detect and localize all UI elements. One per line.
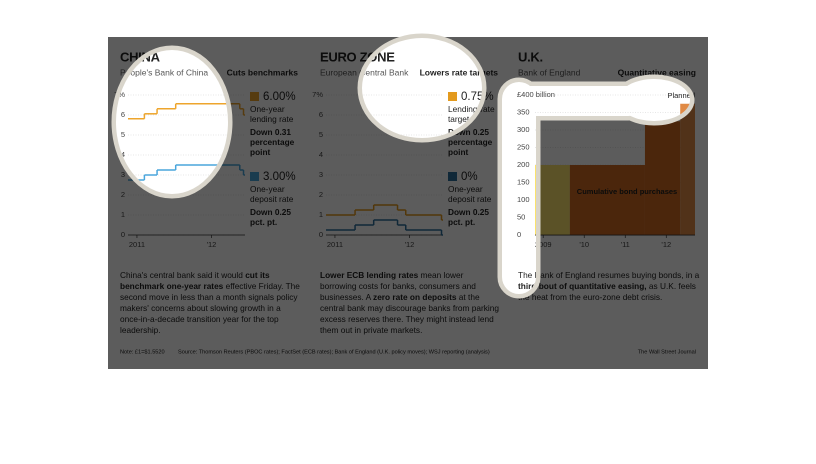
y-tick-label: 4 [319,150,323,159]
bond-purchase-bar [644,121,681,235]
footer-source: Source: Thomson Reuters (PBOC rates); Fa… [178,349,490,355]
y-tick-label: 0 [517,230,521,239]
legend-name: One-year deposit rate [250,184,294,204]
x-tick-label: 2011 [129,240,145,249]
legend-change: Down 0.25 percentage point [448,127,493,157]
x-tick-label: '11 [621,240,630,249]
legend-swatch [250,92,259,101]
body-text: Lower ECB lending rates mean lower borro… [320,270,502,336]
footer-credit: The Wall Street Journal [638,349,696,355]
panel-headline: Cuts benchmarks [227,67,299,77]
y-tick-label: 5 [121,130,125,139]
legend-change: Down 0.31 percentage point [250,127,295,157]
footer-note: Note: £1=$1.5520 [120,349,165,355]
legend-change: Down 0.25 pct. pt. [250,207,292,227]
y-tick-label: 1 [319,210,323,219]
x-tick-label: 2011 [327,240,343,249]
x-tick-label: '12 [207,240,217,249]
body-text: The Bank of England resumes buying bonds… [518,270,700,303]
y-tick-label: 150 [517,177,530,186]
y-tick-label: 5 [319,130,323,139]
y-tick-label: 100 [517,195,530,204]
y-tick-label: 6 [319,110,323,119]
x-tick-label: '12 [661,240,671,249]
panel-headline: Quantitative easing [618,67,696,77]
legend-swatch [250,172,259,181]
y-tick-label: £400 billion [517,90,555,99]
x-tick-label: '10 [579,240,589,249]
body-text-bold: zero rate on deposits [373,292,457,302]
bond-purchase-bar [680,103,695,235]
y-tick-label: 3 [319,170,323,179]
legend-current: 0% [461,171,478,183]
panel-subtitle: People's Bank of China [120,67,208,77]
panel-headline: Lowers rate targets [420,67,499,77]
y-tick-label: 250 [517,142,530,151]
panel-title: CHINA [120,49,161,64]
body-text-bold: Lower ECB lending rates [320,270,419,280]
panel-title: U.K. [518,49,543,64]
y-tick-label: 300 [517,125,530,134]
x-tick-label: '12 [405,240,415,249]
y-tick-label: 2 [121,190,125,199]
legend-current: 3.00% [263,171,296,183]
y-tick-label: 7% [312,90,323,99]
y-tick-label: 0 [121,230,125,239]
body-text-bold: third bout of quantitative easing, [518,281,647,291]
y-tick-label: 6 [121,110,125,119]
panel-subtitle: Bank of England [518,67,581,77]
legend-name: One-year lending rate [250,104,294,124]
annotation-area: Cumulative bond purchases [577,187,677,196]
panel-subtitle: European Central Bank [320,67,409,77]
y-tick-label: 200 [517,160,530,169]
y-tick-label: 3 [121,170,125,179]
legend-current: 0.75% [461,91,494,103]
y-tick-label: 0 [319,230,323,239]
legend-change: Down 0.25 pct. pt. [448,207,490,227]
body-text: China's central bank said it would cut i… [120,270,302,336]
y-tick-label: 2 [319,190,323,199]
y-tick-label: 4 [121,150,125,159]
body-text-run: China's central bank said it would [120,270,246,280]
y-tick-label: 50 [517,212,525,221]
y-tick-label: 350 [517,107,530,116]
legend-swatch [448,92,457,101]
y-tick-label: 7% [114,90,125,99]
x-tick-label: 2009 [535,240,552,249]
panel-title: EURO ZONE [320,49,395,64]
bond-purchase-bar [569,165,645,235]
legend-swatch [448,172,457,181]
legend-name: One-year deposit rate [448,184,492,204]
bond-purchase-bar [535,165,570,235]
y-tick-label: 1 [121,210,125,219]
legend-name: Lending-rate target [448,104,495,124]
body-text-run: The Bank of England resumes buying bonds… [518,270,700,280]
legend-current: 6.00% [263,91,296,103]
annotation-planned: Planned [667,91,695,100]
